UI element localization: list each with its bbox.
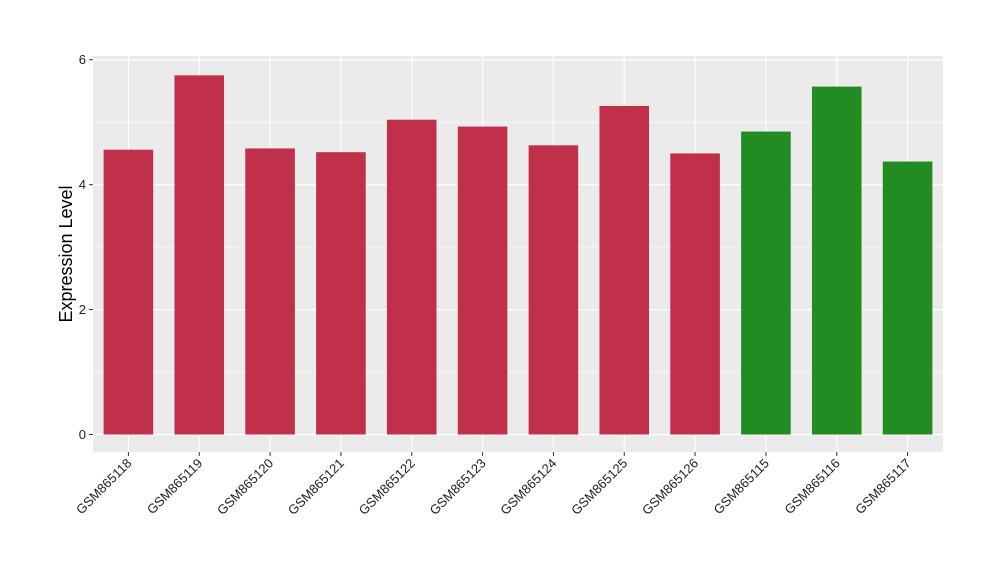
- bar: [245, 148, 295, 435]
- x-tick-label: GSM865125: [568, 456, 630, 518]
- y-tick-label: 0: [79, 427, 86, 442]
- x-axis: GSM865118 GSM865119 GSM865120 GSM865121 GSM8…: [73, 452, 914, 518]
- minor-gridlines: [93, 121, 943, 373]
- x-tick-label: GSM865116: [781, 456, 843, 518]
- x-tick-label: GSM865121: [285, 456, 347, 518]
- x-tick-label: GSM865123: [426, 456, 488, 518]
- bar: [811, 86, 862, 435]
- y-axis: 0 2 4 6: [79, 52, 93, 442]
- bar: [386, 119, 437, 435]
- x-tick-label: GSM865124: [497, 456, 559, 518]
- bar: [882, 161, 933, 435]
- x-tick-label: GSM865126: [639, 456, 701, 518]
- y-tick-label: 6: [79, 52, 86, 67]
- bar: [599, 105, 650, 435]
- x-tick-label: GSM865120: [214, 456, 276, 518]
- bar: [174, 75, 225, 435]
- x-tick-label: GSM865118: [73, 456, 135, 518]
- y-tick-label: 4: [79, 177, 86, 192]
- bars: [103, 75, 933, 435]
- x-tick-label: GSM865117: [852, 456, 914, 518]
- x-tick-label: GSM865122: [356, 456, 418, 518]
- x-tick-label: GSM865119: [144, 456, 206, 518]
- bar: [528, 145, 579, 435]
- bar: [457, 126, 508, 435]
- bar: [103, 149, 154, 435]
- bar: [741, 131, 791, 435]
- x-tick-label: GSM865115: [710, 456, 772, 518]
- bar: [316, 152, 366, 435]
- bar: [670, 153, 720, 435]
- y-axis-title: Expression Level: [56, 185, 76, 322]
- y-tick-label: 2: [79, 302, 86, 317]
